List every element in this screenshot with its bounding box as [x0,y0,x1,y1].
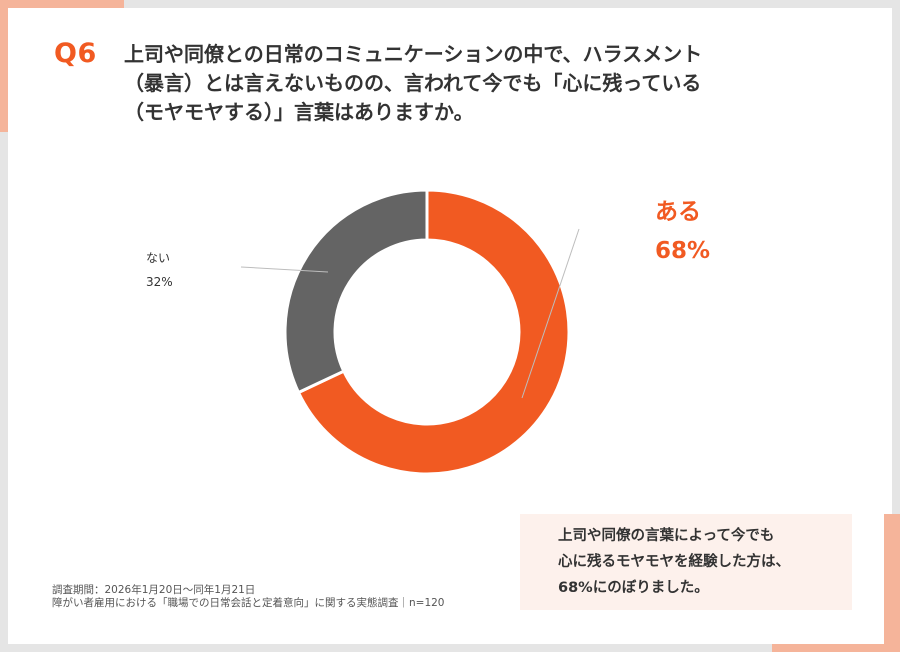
question-line: （暴言）とは言えないものの、言われて今でも「心に残っている [124,71,702,95]
question-text: 上司や同僚との日常のコミュニケーションの中で、ハラスメント （暴言）とは言えない… [124,40,824,127]
summary-note: 上司や同僚の言葉によって今でも 心に残るモヤモヤを経験した方は、 68%にのぼり… [520,514,852,610]
slice-aru [296,188,571,476]
survey-source: 障がい者雇用における「職場での日常会話と定着意向」に関する実態調査｜n=120 [52,597,445,609]
label-nai-name: ない [146,251,171,265]
slice-nai [283,188,429,395]
survey-period: 調査期間：2026年1月20日〜同年1月21日 [52,584,256,596]
leader-line-nai [240,266,329,273]
question-line: （モヤモヤする）」言葉はありますか。 [124,100,474,124]
corner-accent-bottom-right [772,644,900,652]
corner-accent-top-left [0,0,124,8]
label-aru-name: ある [655,199,701,225]
note-line: 68%にのぼりました。 [558,580,709,596]
question-line: 上司や同僚との日常のコミュニケーションの中で、ハラスメント [124,42,703,66]
leader-line-aru [521,228,580,399]
question-number: Q6 [54,38,97,69]
corner-accent-left [0,0,8,132]
note-line: 心に残るモヤモヤを経験した方は、 [558,554,790,570]
label-aru-percent: 68% [655,238,711,264]
label-nai-percent: 32% [146,275,173,289]
note-line: 上司や同僚の言葉によって今でも [558,528,775,544]
corner-accent-right [884,514,900,652]
survey-footer: 調査期間：2026年1月20日〜同年1月21日 障がい者雇用における「職場での日… [52,584,445,610]
